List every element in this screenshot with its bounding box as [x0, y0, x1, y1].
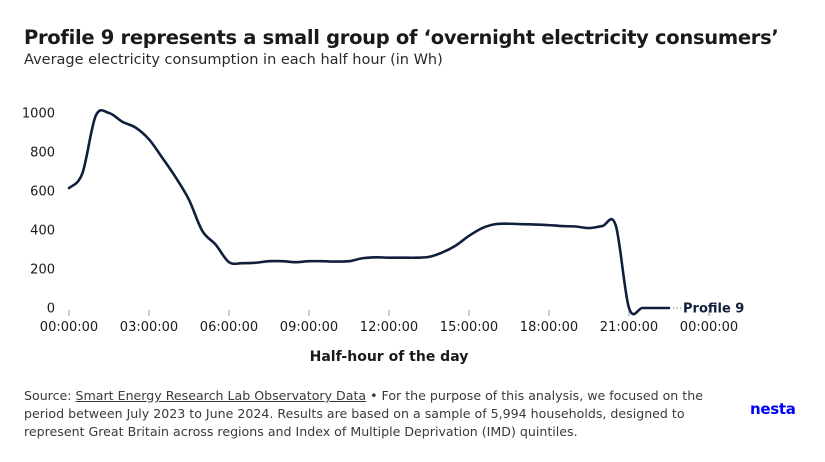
y-tick-label: 400 [30, 224, 55, 239]
y-tick-label: 200 [30, 263, 55, 278]
y-tick-label: 600 [30, 185, 55, 200]
x-tick-label: 03:00:00 [120, 320, 178, 335]
source-note-text: • For the purpose of this analysis, we f… [24, 388, 703, 439]
series-label-profile-9: Profile 9 [683, 302, 744, 317]
y-tick-label: 0 [47, 302, 55, 317]
x-tick-label: 00:00:00 [40, 320, 98, 335]
x-tick-label: 12:00:00 [360, 320, 418, 335]
x-tick-label: 15:00:00 [440, 320, 498, 335]
x-axis-title: Half-hour of the day [310, 349, 469, 365]
source-prefix: Source: [24, 388, 76, 403]
y-tick-label: 800 [30, 146, 55, 161]
x-tick-label: 00:00:00 [680, 320, 738, 335]
source-note: Source: Smart Energy Research Lab Observ… [24, 387, 724, 441]
nesta-logo: nesta [750, 400, 796, 418]
line-chart: 0 200 400 600 800 1000 00:00:00 03:00:00 06:00:0… [22, 107, 744, 366]
y-tick-label: 1000 [22, 107, 55, 122]
x-tick-label: 09:00:00 [280, 320, 338, 335]
x-tick-label: 18:00:00 [520, 320, 578, 335]
series-line-profile-9 [67, 109, 671, 316]
source-link[interactable]: Smart Energy Research Lab Observatory Da… [75, 388, 367, 403]
chart-subtitle: Average electricity consumption in each … [24, 52, 443, 68]
chart-title: Profile 9 represents a small group of ‘o… [24, 26, 779, 49]
x-tick-label: 06:00:00 [200, 320, 258, 335]
x-tick-label: 21:00:00 [600, 320, 658, 335]
